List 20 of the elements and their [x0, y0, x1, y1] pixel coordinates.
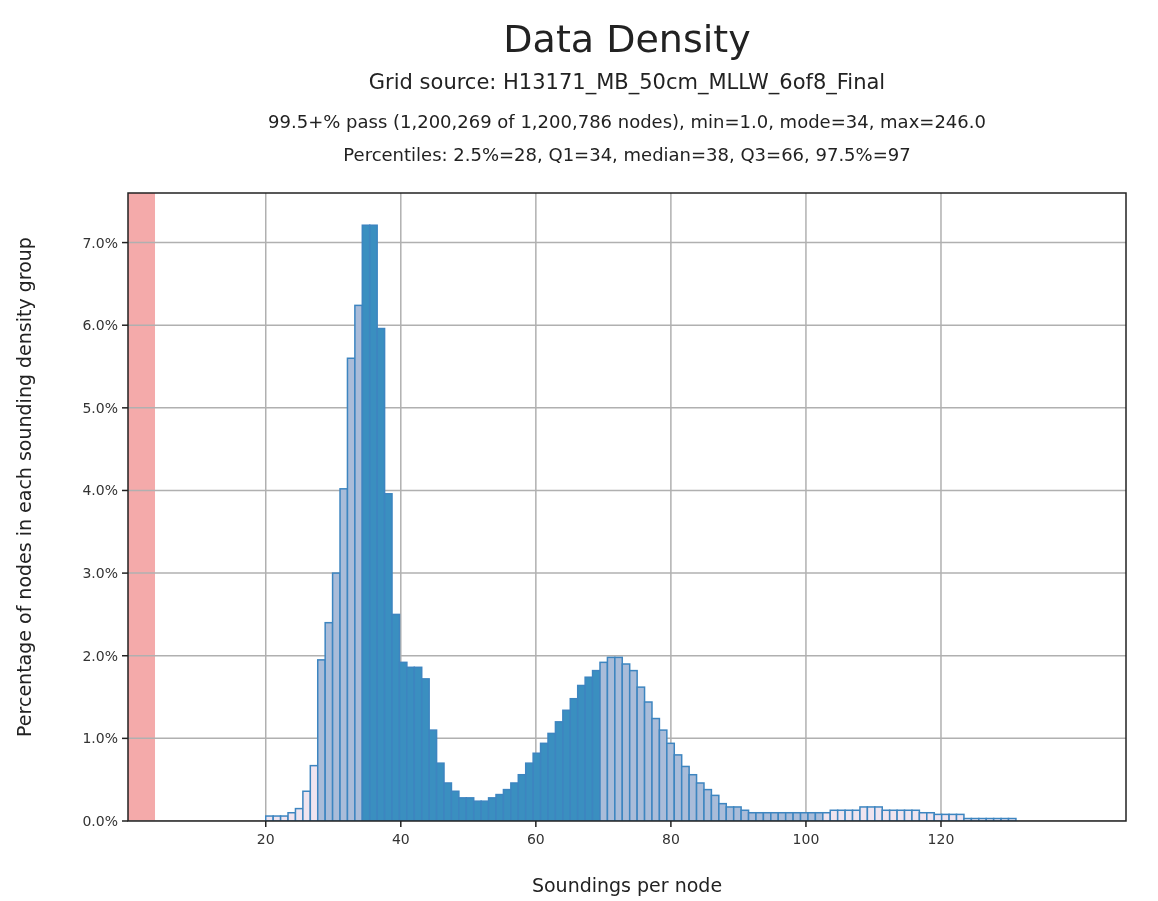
y-tick-label: 7.0% [82, 234, 118, 251]
y-tick-label: 6.0% [82, 317, 118, 334]
y-tick-label: 2.0% [82, 647, 118, 664]
y-tick-label: 1.0% [82, 730, 118, 747]
x-tick-label: 20 [256, 831, 275, 847]
x-axis-title: Soundings per node [531, 874, 723, 896]
x-tick-label: 60 [526, 831, 545, 847]
text: 99.5+% pass (1,200,269 of 1,200,786 nodes), min=1.0, mode=34, max=246.0 [268, 111, 986, 132]
text: Percentiles: 2.5%=28, Q1=34, median=38, Q3=66, 97.5%=97 [343, 144, 911, 165]
y-axis-title: Percentage of nodes in each sounding density group [13, 237, 35, 737]
y-tick-label: 5.0% [82, 399, 118, 416]
chart-subtitle: Grid source: H13171_MB_50cm_MLLW_6of8_Final [368, 70, 886, 95]
x-tick-label: 40 [391, 831, 410, 847]
x-tick-label: 120 [927, 831, 955, 847]
y-tick-label: 3.0% [82, 565, 118, 582]
y-tick-label: 4.0% [82, 482, 118, 499]
chart-title: Data Density [503, 17, 751, 61]
x-tick-label: 80 [661, 831, 680, 847]
y-tick-label: 0.0% [82, 813, 118, 829]
x-tick-label: 100 [792, 831, 820, 847]
